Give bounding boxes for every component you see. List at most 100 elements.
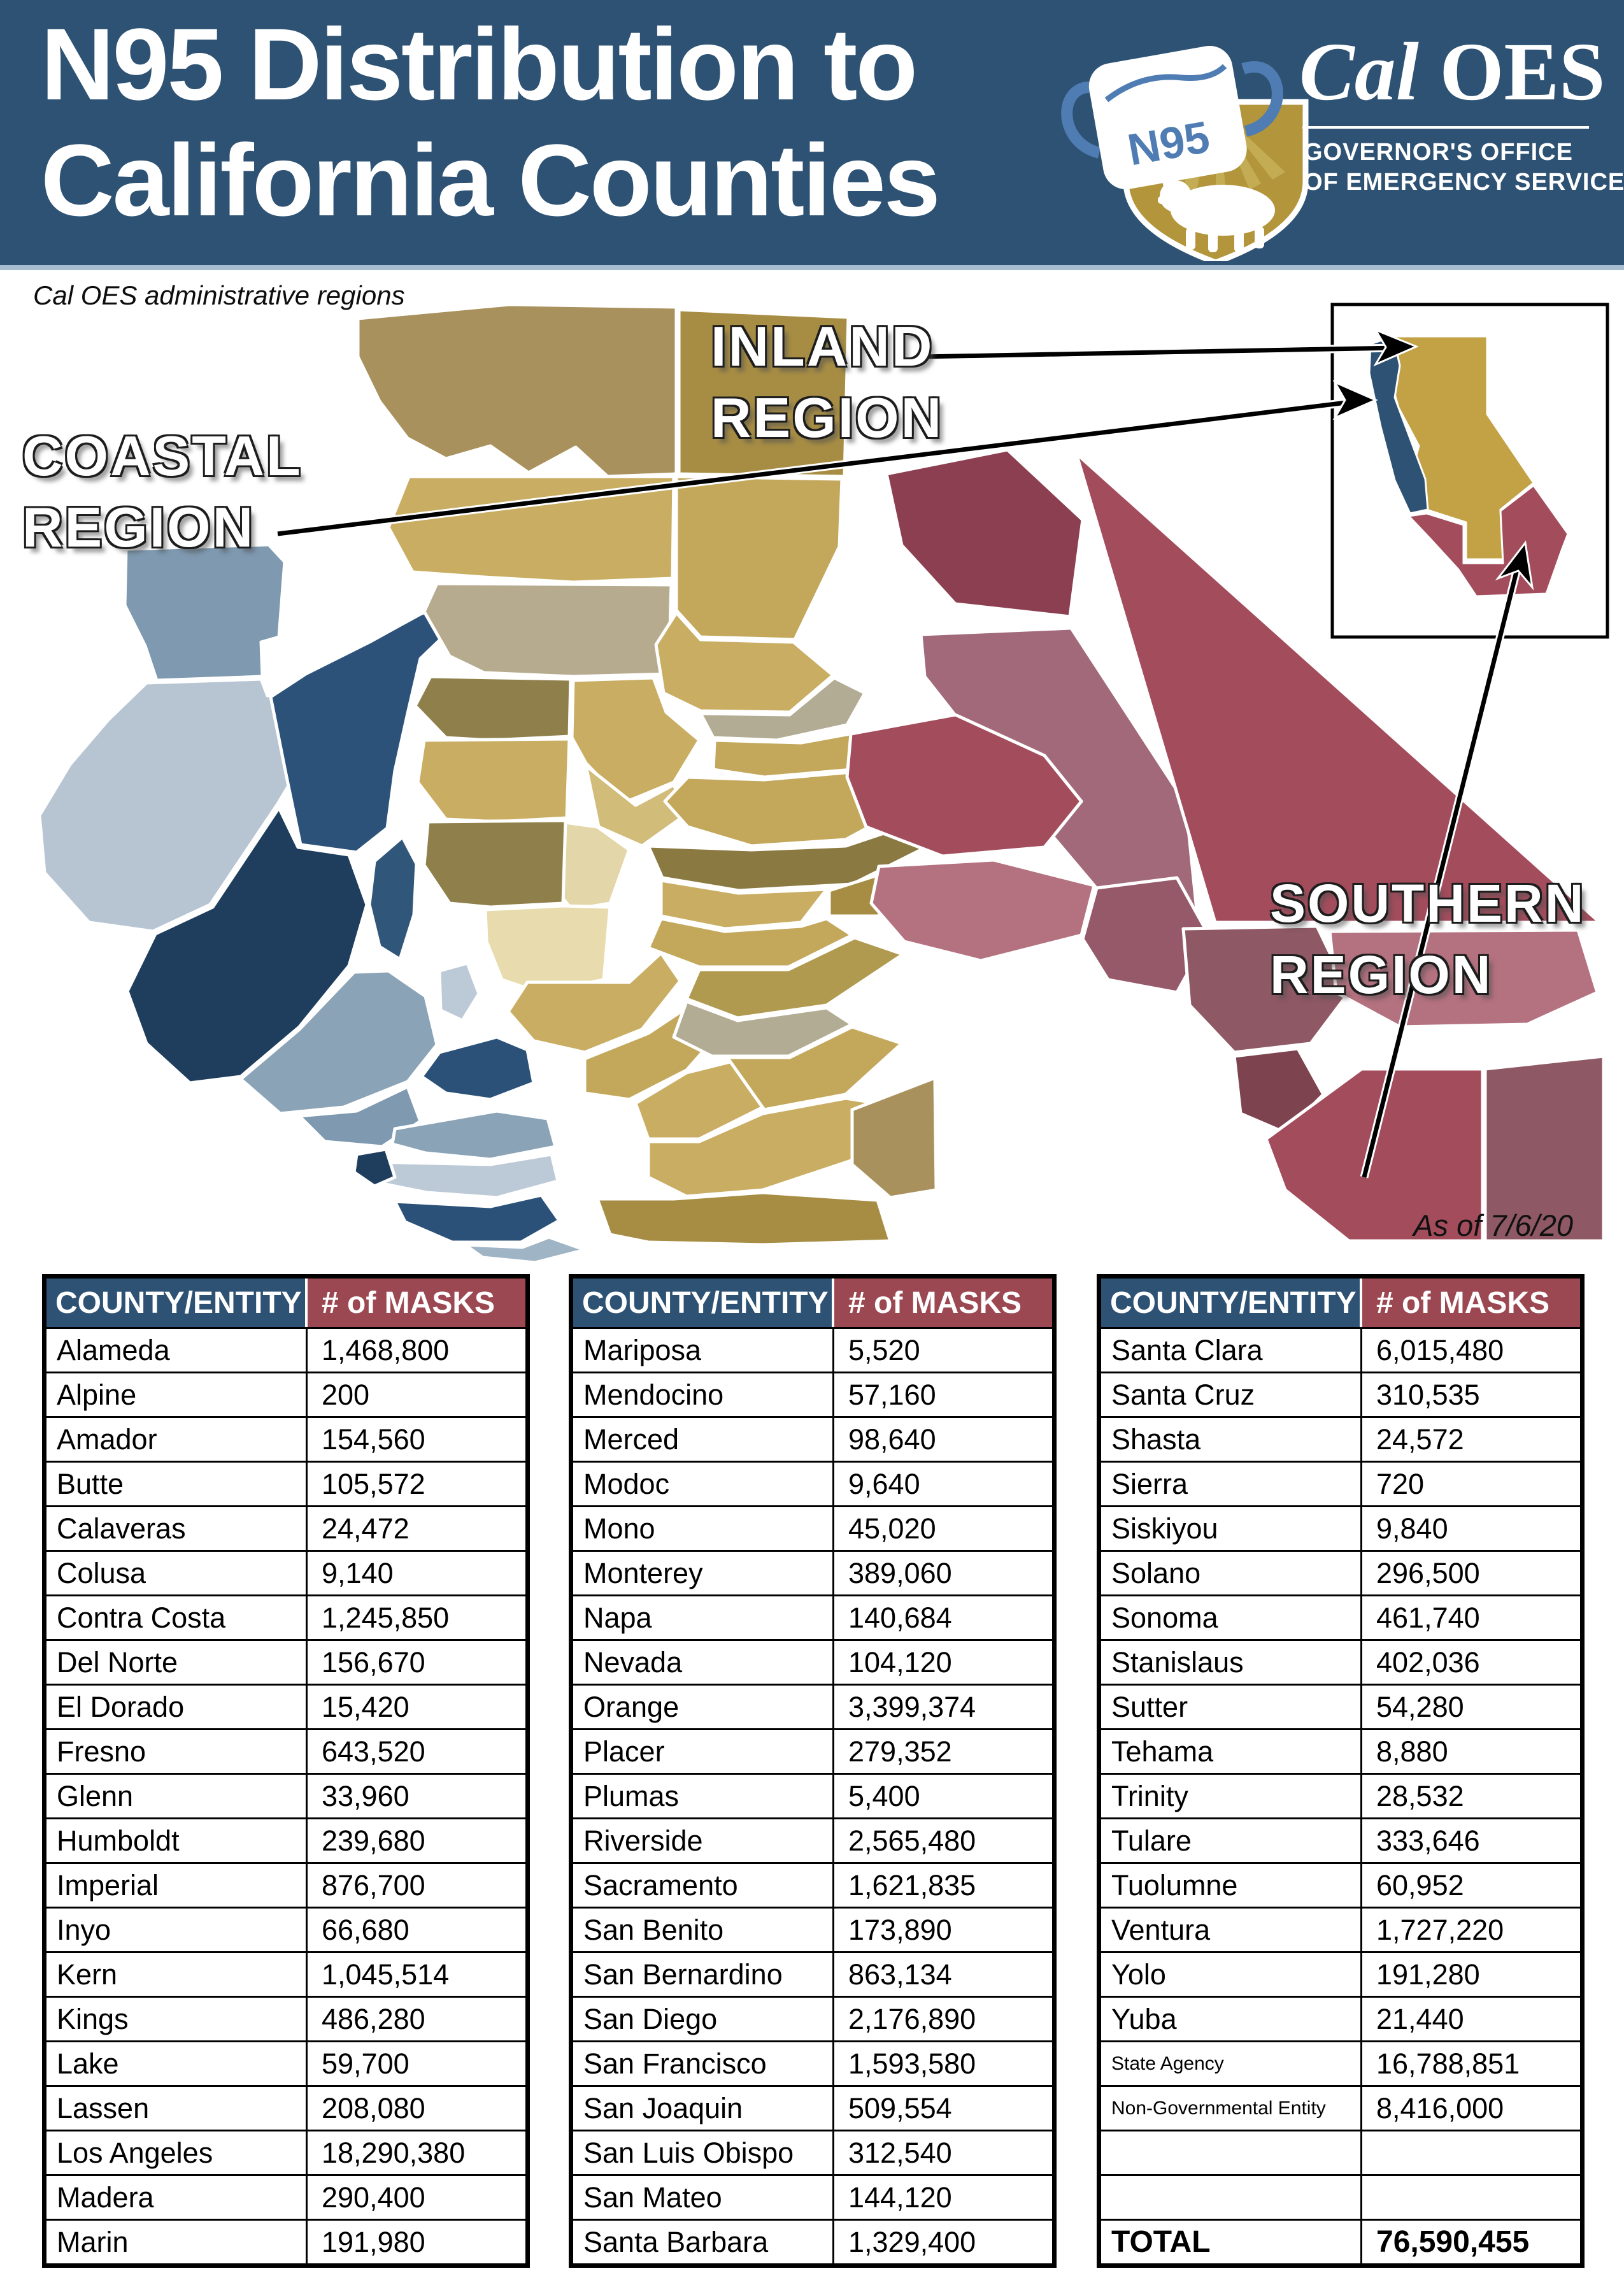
table-row: State Agency 16,788,851 <box>1101 2040 1580 2085</box>
page-title-line2: California Counties <box>41 123 941 237</box>
table-row: San Joaquin 509,554 <box>573 2085 1052 2130</box>
county-cell: Mariposa <box>573 1329 834 1372</box>
masks-cell: 98,640 <box>848 1422 936 1456</box>
county-cell: Calaveras <box>46 1507 308 1550</box>
table-row: Imperial 876,700 <box>46 1862 525 1907</box>
masks-cell: 140,684 <box>848 1601 952 1634</box>
inland-connector-line <box>922 345 1398 359</box>
county-masks-table-1: COUNTY/ENTITY # of MASKS Alameda 1,468,80… <box>42 1274 530 2268</box>
table-2-body: Mariposa 5,520 Mendocino 57,160 Merced 98,640… <box>573 1327 1052 2263</box>
table-row: Sierra 720 <box>1101 1461 1580 1505</box>
county-cell: Santa Clara <box>1101 1329 1362 1372</box>
coastal-region-label: COASTAL REGION <box>22 420 303 563</box>
table-row: Solano 296,500 <box>1101 1550 1580 1594</box>
table-row: Riverside 2,565,480 <box>573 1817 1052 1862</box>
table-row: San Benito 173,890 <box>573 1907 1052 1951</box>
masks-cell: 6,015,480 <box>1376 1333 1504 1366</box>
table-row: Stanislaus 402,036 <box>1101 1639 1580 1684</box>
masks-cell: 509,554 <box>848 2091 952 2124</box>
county-cell: Monterey <box>573 1552 834 1594</box>
connector-lines <box>277 327 1534 1178</box>
table-row: San Francisco 1,593,580 <box>573 2040 1052 2085</box>
county-cell: Mono <box>573 1507 834 1550</box>
column-header-county: COUNTY/ENTITY <box>573 1279 834 1327</box>
county-cell: Santa Cruz <box>1101 1373 1362 1416</box>
masks-cell: 461,740 <box>1376 1601 1480 1634</box>
as-of-date: As of 7/6/20 <box>1413 1208 1573 1242</box>
table-row: Napa 140,684 <box>573 1594 1052 1639</box>
masks-cell: 208,080 <box>322 2091 425 2124</box>
masks-cell: 16,788,851 <box>1376 2047 1520 2080</box>
county-cell: San Joaquin <box>573 2087 834 2130</box>
southern-connector-line <box>1362 564 1521 1178</box>
county-cell: Kern <box>46 1953 308 1996</box>
regions-map <box>38 303 1609 1264</box>
masks-cell: 1,045,514 <box>322 1958 450 1991</box>
table-row: Tehama 8,880 <box>1101 1728 1580 1773</box>
brand-subtitle-line1: GOVERNOR'S OFFICE <box>1304 139 1573 166</box>
table-row: Contra Costa 1,245,850 <box>46 1594 525 1639</box>
county-cell: Lake <box>46 2042 308 2085</box>
table-row: San Luis Obispo 312,540 <box>573 2130 1052 2174</box>
table-3-body: Santa Clara 6,015,480 Santa Cruz 310,535 Sha… <box>1101 1327 1580 2263</box>
county-cell: Sacramento <box>573 1864 834 1907</box>
county-cell: TOTAL <box>1101 2221 1362 2263</box>
southern-region-label: SOUTHERN REGION <box>1270 868 1585 1010</box>
table-row: Kings 486,280 <box>46 1996 525 2040</box>
masks-cell: 156,670 <box>322 1645 425 1679</box>
county-cell: Imperial <box>46 1864 308 1907</box>
county-cell: Ventura <box>1101 1909 1362 1951</box>
county-cell: Sutter <box>1101 1686 1362 1728</box>
county-cell <box>1101 2176 1362 2219</box>
county-cell: San Diego <box>573 1998 834 2040</box>
table-1-header: COUNTY/ENTITY # of MASKS <box>46 1279 525 1327</box>
masks-cell: 486,280 <box>322 2002 425 2035</box>
masks-cell: 154,560 <box>322 1422 425 1456</box>
county-cell: Alameda <box>46 1329 308 1372</box>
masks-cell <box>1362 2131 1580 2174</box>
table-row: Siskiyou 9,840 <box>1101 1505 1580 1550</box>
masks-cell: 9,640 <box>848 1467 920 1500</box>
brand-oes: OES <box>1439 26 1606 118</box>
county-cell: Lassen <box>46 2087 308 2130</box>
column-header-county: COUNTY/ENTITY <box>1101 1279 1362 1327</box>
county-cell: Mendocino <box>573 1373 834 1416</box>
masks-cell: 876,700 <box>322 1868 425 1902</box>
masks-cell: 33,960 <box>322 1779 410 1812</box>
county-cell: El Dorado <box>46 1686 308 1728</box>
masks-cell: 8,880 <box>1376 1735 1448 1768</box>
caloes-logo-graphic: N95 <box>1061 45 1309 266</box>
table-row: Yuba 21,440 <box>1101 1996 1580 2040</box>
table-row: San Mateo 144,120 <box>573 2174 1052 2219</box>
masks-cell: 104,120 <box>848 1645 952 1679</box>
n95-mask-icon: N95 <box>1061 45 1283 190</box>
county-cell: Santa Barbara <box>573 2221 834 2263</box>
masks-cell: 105,572 <box>322 1467 425 1500</box>
brand-subtitle-line2: OF EMERGENCY SERVICES <box>1304 169 1624 196</box>
table-row <box>1101 2174 1580 2219</box>
table-row: Marin 191,980 <box>46 2219 525 2263</box>
masks-cell: 312,540 <box>848 2136 952 2169</box>
masks-cell: 66,680 <box>322 1913 410 1946</box>
table-row: Modoc 9,640 <box>573 1461 1052 1505</box>
masks-cell: 144,120 <box>848 2181 952 2214</box>
coastal-connector-line <box>277 399 1357 536</box>
county-cell: Glenn <box>46 1775 308 1817</box>
table-row: Shasta 24,572 <box>1101 1416 1580 1461</box>
county-cell <box>1101 2131 1362 2174</box>
masks-cell: 310,535 <box>1376 1378 1480 1411</box>
masks-cell: 1,727,220 <box>1376 1913 1504 1946</box>
county-cell: Siskiyou <box>1101 1507 1362 1550</box>
table-row: San Diego 2,176,890 <box>573 1996 1052 2040</box>
table-row: Tuolumne 60,952 <box>1101 1862 1580 1907</box>
table-row: Merced 98,640 <box>573 1416 1052 1461</box>
county-masks-table-3: COUNTY/ENTITY # of MASKS Santa Clara 6,01… <box>1097 1274 1585 2268</box>
masks-cell: 8,416,000 <box>1376 2091 1504 2124</box>
table-row: Glenn 33,960 <box>46 1773 525 1817</box>
caloes-logo: N95 Cal OES GOVERNOR'S OFFICE OF EMERGEN… <box>1051 19 1624 266</box>
county-cell: Contra Costa <box>46 1596 308 1639</box>
county-cell: Kings <box>46 1998 308 2040</box>
table-row: Yolo 191,280 <box>1101 1951 1580 1996</box>
bear-icon <box>1158 178 1275 252</box>
